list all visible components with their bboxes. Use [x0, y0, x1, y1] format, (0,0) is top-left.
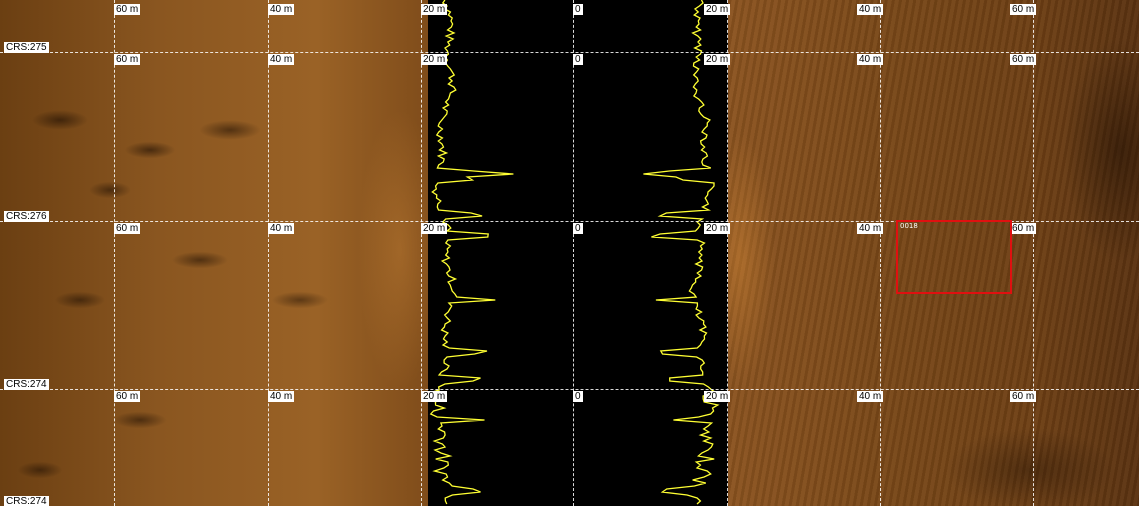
range-label-stbd-60: 60 m [1010, 391, 1037, 402]
range-label-port-60: 60 m [114, 223, 141, 234]
range-label-port-40: 40 m [268, 223, 295, 234]
range-label-stbd-40: 40 m [857, 4, 884, 15]
gridline-row-3 [0, 389, 1139, 390]
gridline-port-40 [268, 0, 269, 506]
range-label-nadir: 0 [573, 54, 583, 65]
gridline-stbd-60 [1033, 0, 1034, 506]
course-label: CRS:274 [4, 496, 49, 506]
range-label-stbd-40: 40 m [857, 54, 884, 65]
target-label: 0018 [900, 222, 918, 230]
range-label-stbd-20: 20 m [704, 391, 731, 402]
port-side-sonar-image [0, 0, 452, 506]
range-label-stbd-20: 20 m [704, 223, 731, 234]
range-label-stbd-40: 40 m [857, 223, 884, 234]
range-label-nadir: 0 [573, 223, 583, 234]
range-label-port-20: 20 m [421, 54, 448, 65]
target-marker[interactable]: 0018 [896, 220, 1012, 294]
port-bottom-trace [427, 0, 514, 505]
range-label-stbd-20: 20 m [704, 4, 731, 15]
course-label: CRS:276 [4, 211, 49, 222]
gridline-stbd-20 [727, 0, 728, 506]
range-label-port-60: 60 m [114, 4, 141, 15]
range-label-nadir: 0 [573, 391, 583, 402]
range-label-port-20: 20 m [421, 223, 448, 234]
starboard-bottom-trace [643, 0, 720, 505]
gridline-port-20 [421, 0, 422, 506]
range-label-stbd-20: 20 m [704, 54, 731, 65]
range-label-port-40: 40 m [268, 4, 295, 15]
range-label-port-60: 60 m [114, 54, 141, 65]
range-label-nadir: 0 [573, 4, 583, 15]
gridline-row-2 [0, 221, 1139, 222]
gridline-stbd-40 [880, 0, 881, 506]
course-label: CRS:275 [4, 42, 49, 53]
range-label-port-20: 20 m [421, 391, 448, 402]
range-label-port-20: 20 m [421, 4, 448, 15]
gridline-nadir [573, 0, 574, 506]
range-label-port-40: 40 m [268, 391, 295, 402]
range-label-stbd-40: 40 m [857, 391, 884, 402]
range-label-port-60: 60 m [114, 391, 141, 402]
starboard-side-sonar-image [700, 0, 1139, 506]
gridline-port-60 [114, 0, 115, 506]
water-column [428, 0, 728, 506]
range-label-port-40: 40 m [268, 54, 295, 65]
range-label-stbd-60: 60 m [1010, 4, 1037, 15]
range-label-stbd-60: 60 m [1010, 223, 1037, 234]
gridline-row-1 [0, 52, 1139, 53]
course-label: CRS:274 [4, 379, 49, 390]
range-label-stbd-60: 60 m [1010, 54, 1037, 65]
